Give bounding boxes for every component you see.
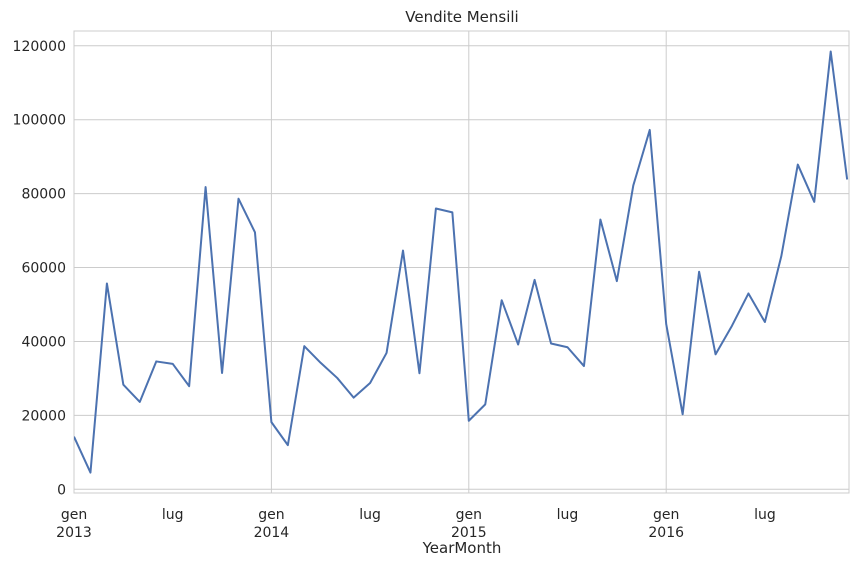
y-axis-ticks: 0 20000 40000 60000 80000 100000 120000 xyxy=(13,39,66,499)
x-tick-label: gen xyxy=(653,507,679,523)
x-tick-label: gen xyxy=(456,507,482,523)
x-tick-label: lug xyxy=(754,507,776,523)
x-tick-year-label: 2016 xyxy=(648,525,684,541)
y-tick-label: 0 xyxy=(57,482,66,498)
series-line xyxy=(74,50,849,474)
plot-area-frame xyxy=(73,30,850,494)
x-tick-label: gen xyxy=(258,507,284,523)
x-axis-ticks: gen 2013 lug gen 2014 lug gen 2015 lug gen 2016 lug xyxy=(56,507,776,541)
y-tick-label: 60000 xyxy=(21,261,66,277)
y-tick-label: 20000 xyxy=(21,408,66,424)
y-tick-label: 40000 xyxy=(21,334,66,350)
x-tick-label: lug xyxy=(359,507,381,523)
y-tick-label: 120000 xyxy=(13,39,66,55)
x-tick-label: lug xyxy=(557,507,579,523)
x-tick-year-label: 2013 xyxy=(56,525,92,541)
x-tick-year-label: 2014 xyxy=(254,525,290,541)
x-tick-year-label: 2015 xyxy=(451,525,487,541)
grid-lines xyxy=(74,31,849,493)
y-tick-label: 80000 xyxy=(21,187,66,203)
x-tick-label: gen xyxy=(61,507,87,523)
chart-title: Vendite Mensili xyxy=(405,8,518,26)
x-tick-label: lug xyxy=(162,507,184,523)
x-axis-label: YearMonth xyxy=(422,539,502,557)
y-tick-label: 100000 xyxy=(13,113,66,129)
series-layer xyxy=(74,50,849,474)
